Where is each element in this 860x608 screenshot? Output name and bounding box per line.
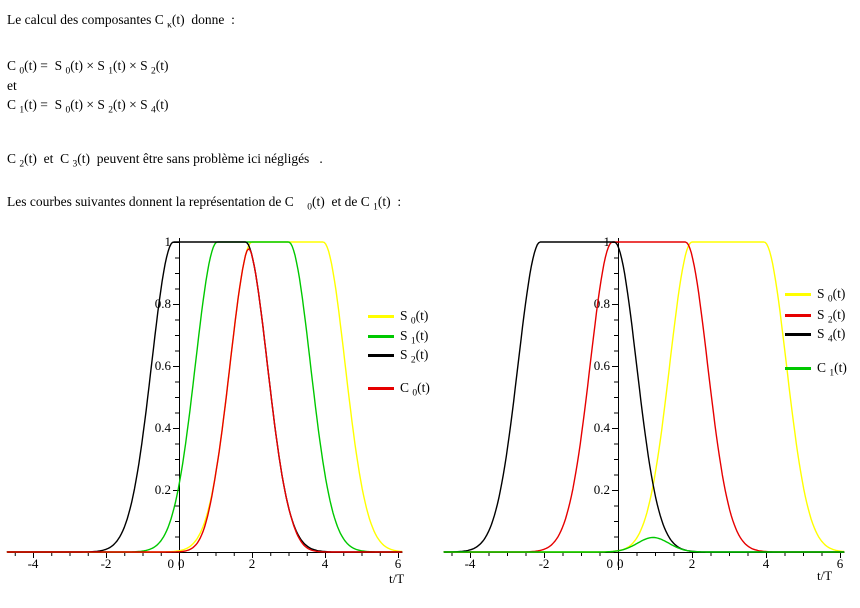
origin-label-x: 0 <box>178 556 185 571</box>
x-axis-title: t/T <box>389 571 404 586</box>
y-tick-label: 0.2 <box>594 482 610 497</box>
curve-S2 <box>443 241 845 553</box>
x-tick-label: 2 <box>689 556 696 571</box>
legend-item-S2: S 2(t) <box>368 346 429 366</box>
legend-swatch-S4 <box>785 332 811 336</box>
subscript: 1 <box>108 66 114 77</box>
subscript: 2 <box>827 315 833 326</box>
subscript: 1 <box>829 368 835 379</box>
y-tick-label: 0.4 <box>155 420 172 435</box>
x-tick-label: 4 <box>763 556 770 571</box>
legend-swatch-S2 <box>368 353 394 357</box>
x-tick-label: -4 <box>465 556 476 571</box>
curve-S0 <box>443 241 845 553</box>
legend-label-S1: S 1(t) <box>400 328 429 347</box>
x-tick-label: 2 <box>249 556 256 571</box>
subscript: 2 <box>19 159 25 170</box>
x-tick-label: 6 <box>395 556 402 571</box>
subscript: 0 <box>410 316 416 327</box>
text-line-negliges: C 2(t) et C 3(t) peuvent être sans probl… <box>7 151 323 170</box>
curve-S1 <box>6 241 403 553</box>
curve-C0 <box>6 248 403 553</box>
y-tick-label: 1 <box>165 234 172 249</box>
legend-label-C1: C 1(t) <box>817 360 847 379</box>
subscript: 0 <box>307 202 313 213</box>
legend-swatch-S0 <box>785 292 811 296</box>
legend-item-C1: C 1(t) <box>785 359 847 379</box>
subscript: 1 <box>410 336 416 347</box>
legend-label-S0: S 0(t) <box>400 308 429 327</box>
x-tick-label: -4 <box>28 556 39 571</box>
y-tick-label: 0.4 <box>594 420 611 435</box>
legend-swatch-C1 <box>785 366 811 370</box>
legend-label-S2: S 2(t) <box>817 307 846 326</box>
subscript: 3 <box>72 159 78 170</box>
y-tick-label: 0.2 <box>155 482 171 497</box>
legend-label-S4: S 4(t) <box>817 326 846 345</box>
legend-item-C0: C 0(t) <box>368 379 430 399</box>
legend-item-S0: S 0(t) <box>785 285 846 305</box>
legend-item-S0: S 0(t) <box>368 307 429 327</box>
origin-label-x: 0 <box>617 556 624 571</box>
y-tick-label: 0.8 <box>155 296 171 311</box>
y-tick-label: 0.6 <box>155 358 172 373</box>
origin-label-y: 0 <box>607 556 614 571</box>
legend-swatch-C0 <box>368 386 394 390</box>
subscript: 0 <box>19 66 25 77</box>
legend-item-S1: S 1(t) <box>368 327 429 347</box>
subscript: 1 <box>19 105 25 116</box>
x-tick-label: 6 <box>837 556 844 571</box>
curve-C1 <box>443 536 845 553</box>
subscript: 2 <box>108 105 114 116</box>
legend-label-C0: C 0(t) <box>400 380 430 399</box>
x-tick-label: -2 <box>539 556 550 571</box>
text-line-courbes: Les courbes suivantes donnent la représe… <box>7 194 402 213</box>
subscript: 2 <box>410 355 416 366</box>
subscript: 0 <box>412 388 418 399</box>
x-tick-label: 4 <box>322 556 329 571</box>
subscript: 0 <box>827 294 833 305</box>
subscript: 0 <box>65 66 71 77</box>
legend-label-S0: S 0(t) <box>817 286 846 305</box>
subscript: κ <box>167 20 172 31</box>
legend-swatch-S0 <box>368 314 394 318</box>
origin-label-y: 0 <box>168 556 175 571</box>
subscript: 1 <box>373 202 378 213</box>
y-tick-label: 0.8 <box>594 296 610 311</box>
equation-c1: C 1(t) = S 0(t) × S 2(t) × S 4(t) <box>7 97 169 116</box>
chart-1: -4 -2 2 4 60.20.40.60.810 0t/T <box>443 234 845 583</box>
x-tick-label: -2 <box>101 556 112 571</box>
subscript: 2 <box>151 66 156 77</box>
legend-label-S2: S 2(t) <box>400 347 429 366</box>
text-line-intro: Le calcul des composantes C κ(t) donne : <box>7 12 235 31</box>
legend-item-S2: S 2(t) <box>785 306 846 326</box>
legend-swatch-S1 <box>368 334 394 338</box>
subscript: 4 <box>151 105 156 116</box>
chart-0: -4 -2 2 4 6 0.2 0.4 0.6 0.8 1 0 0 t/T <box>6 234 404 586</box>
text-line-et: et <box>7 78 17 93</box>
x-axis-title: t/T <box>817 568 832 583</box>
legend-swatch-S2 <box>785 313 811 317</box>
curve-S4 <box>443 241 845 553</box>
subscript: 0 <box>65 105 71 116</box>
subscript: 4 <box>827 334 833 345</box>
legend-item-S4: S 4(t) <box>785 325 846 345</box>
equation-c0: C 0(t) = S 0(t) × S 1(t) × S 2(t) <box>7 58 169 77</box>
y-tick-label: 0.6 <box>594 358 611 373</box>
